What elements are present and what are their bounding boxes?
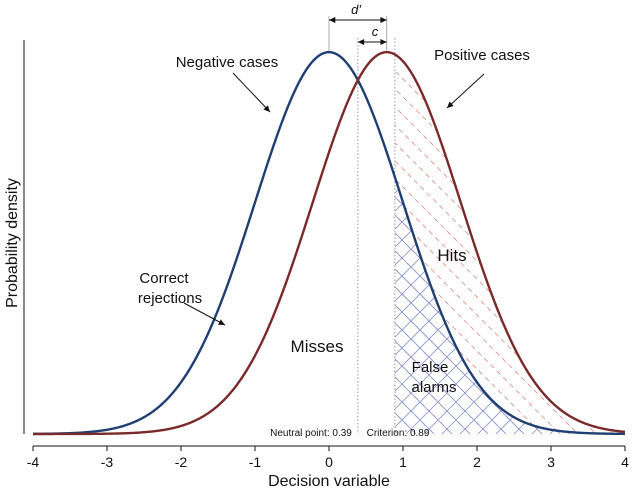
c-label: c — [372, 24, 379, 39]
curves — [32, 50, 626, 436]
correct-rejections-arrow — [183, 302, 226, 326]
neutral-point-label: Neutral point: 0.39 — [270, 428, 352, 439]
d-prime-arrow — [329, 16, 387, 24]
x-tick-label: 0 — [325, 454, 333, 470]
d-prime-label: d' — [351, 2, 361, 17]
negative-cases-label: Negative cases — [176, 54, 279, 71]
hits-label: Hits — [437, 246, 466, 265]
correct-rejections-label-2: rejections — [138, 290, 202, 307]
positive-cases-arrow — [446, 73, 485, 109]
x-tick-label: 4 — [621, 454, 629, 470]
false-alarms-label-2: alarms — [411, 379, 456, 396]
c-arrow — [357, 38, 387, 46]
x-tick-label: -1 — [249, 454, 262, 470]
x-tick-label: 2 — [473, 454, 481, 470]
axes: -4 -3 -2 -1 0 1 2 3 4 — [23, 40, 629, 470]
negative-cases-arrow — [232, 72, 271, 113]
guide-lines — [328, 16, 396, 434]
criterion-label: Criterion: 0.89 — [367, 428, 430, 439]
hatch-layer — [394, 54, 625, 435]
correct-rejections-label-1: Correct — [139, 270, 189, 287]
positive-cases-label: Positive cases — [434, 47, 530, 64]
x-tick-label: 3 — [547, 454, 555, 470]
false-alarms-hatch — [394, 177, 625, 434]
x-tick-label: 1 — [399, 454, 407, 470]
x-axis-title: Decision variable — [268, 473, 390, 490]
x-tick-label: -3 — [101, 454, 114, 470]
hits-hatch — [394, 54, 625, 435]
annotations: d' c Negative cases Positive cases Corre… — [4, 2, 530, 490]
misses-label: Misses — [291, 337, 344, 356]
x-tick-label: -2 — [175, 454, 188, 470]
y-axis-title: Probability density — [4, 178, 21, 308]
positive-cases-curve — [33, 50, 626, 436]
negative-cases-curve — [32, 50, 626, 436]
x-tick-label: -4 — [27, 454, 40, 470]
false-alarms-label-1: False — [412, 359, 449, 376]
